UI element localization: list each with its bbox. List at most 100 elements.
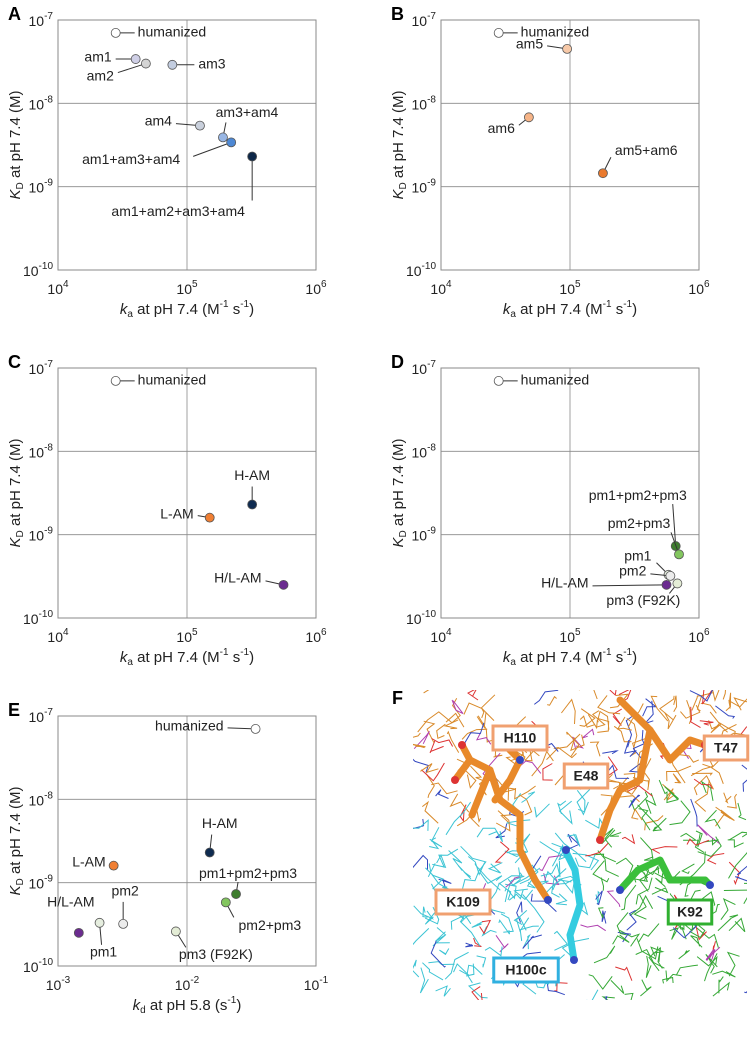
y-tick-label: 10-9: [29, 525, 54, 543]
bond-line: [449, 793, 470, 813]
bond-line: [467, 690, 479, 701]
label-part: D: [15, 182, 26, 189]
label-part: -1: [240, 299, 249, 310]
residue-label-box: [562, 762, 610, 790]
bond-line: [543, 873, 560, 885]
y-axis-label: KD at pH 7.4 (M): [390, 91, 409, 200]
bond-line: [715, 809, 735, 827]
bond-line: [631, 808, 643, 821]
bond-line: [703, 838, 720, 846]
tick-base: 10: [47, 281, 63, 297]
bond-line: [697, 836, 722, 858]
bond-line: [609, 690, 617, 697]
bond-line: [474, 863, 501, 891]
residue-label-box: [434, 888, 492, 916]
panel-letter: F: [392, 688, 403, 708]
bond-line: [590, 741, 601, 757]
y-tick-label: 10-10: [23, 261, 53, 279]
point-label: H/L-AM: [47, 894, 94, 910]
data-point: [672, 578, 683, 589]
bond-line: [444, 951, 469, 980]
bond-line: [495, 935, 509, 953]
bond-line: [680, 704, 701, 719]
bond-line: [725, 692, 732, 712]
tick-base: 10: [176, 281, 192, 297]
bond-line: [544, 870, 558, 891]
bond-line: [470, 765, 486, 783]
tick-exponent: 4: [63, 627, 69, 638]
bond-line: [547, 695, 557, 706]
bond-line: [427, 863, 436, 878]
bond-line: [604, 996, 608, 1000]
point-label: humanized: [521, 24, 590, 40]
bond-line: [460, 910, 481, 947]
bond-line: [678, 949, 690, 960]
bond-line: [692, 772, 713, 776]
bond-line: [521, 791, 536, 803]
label-part: -1: [603, 647, 612, 658]
tick-base: 10: [23, 959, 39, 975]
bond-line: [475, 732, 492, 745]
label-part: -1: [623, 299, 632, 310]
label-part: K: [390, 188, 407, 199]
bond-line: [726, 951, 740, 977]
bond-line: [595, 890, 603, 906]
y-tick-label: 10-8: [412, 442, 437, 460]
bond-line: [453, 963, 470, 977]
bond-line: [637, 804, 663, 832]
bond-line: [644, 792, 657, 814]
tick-exponent: -9: [44, 873, 53, 884]
data-point: [247, 151, 258, 162]
data-point: [218, 132, 228, 143]
bond-line: [413, 818, 425, 829]
bond-line: [513, 888, 533, 901]
residue-label: H110: [504, 730, 537, 746]
point-label: L-AM: [160, 505, 193, 521]
bond-line: [666, 765, 692, 782]
bond-line: [606, 890, 621, 908]
bond-line: [425, 773, 435, 799]
bond-line: [712, 981, 730, 997]
bond-line: [596, 717, 610, 733]
x-tick-label: 10-3: [46, 975, 71, 993]
bond-line: [727, 793, 738, 809]
bond-line: [460, 845, 487, 871]
bond-line: [671, 760, 686, 784]
tick-exponent: -7: [44, 11, 53, 22]
bond-line: [495, 810, 511, 832]
bond-line: [439, 948, 450, 956]
bond-line: [686, 838, 710, 846]
bond-line: [690, 798, 698, 827]
atom: [544, 896, 552, 904]
bond-line: [586, 989, 599, 1000]
bond-line: [572, 852, 600, 871]
bond-line: [709, 711, 722, 734]
label-part: ): [249, 301, 254, 318]
bond-line: [438, 878, 452, 888]
tick-exponent: 6: [321, 279, 327, 290]
bond-line: [443, 719, 459, 730]
tick-exponent: 5: [192, 627, 198, 638]
bond-line: [558, 800, 573, 825]
bond-line: [479, 871, 503, 884]
bond-line: [628, 748, 645, 773]
bond-line: [481, 926, 497, 937]
label-part: -1: [603, 299, 612, 310]
point-label: pm3 (F92K): [179, 946, 253, 962]
atom: [458, 741, 466, 749]
bond-line: [615, 966, 633, 981]
point-label: pm2+pm3: [608, 515, 671, 531]
bond-line: [539, 855, 562, 872]
bond-line: [413, 854, 428, 870]
bond-line: [736, 865, 747, 876]
data-point: [562, 43, 573, 54]
point-label: am1+am3+am4: [82, 151, 180, 167]
bond-line: [648, 946, 661, 972]
bond-line: [663, 788, 675, 801]
bond-line: [422, 906, 428, 918]
bond-line: [542, 763, 553, 781]
bond-line: [600, 877, 605, 891]
bond-line: [553, 930, 569, 951]
point-label: am2: [87, 67, 114, 83]
x-axis-label: ka at pH 7.4 (M-1 s-1): [503, 299, 637, 320]
